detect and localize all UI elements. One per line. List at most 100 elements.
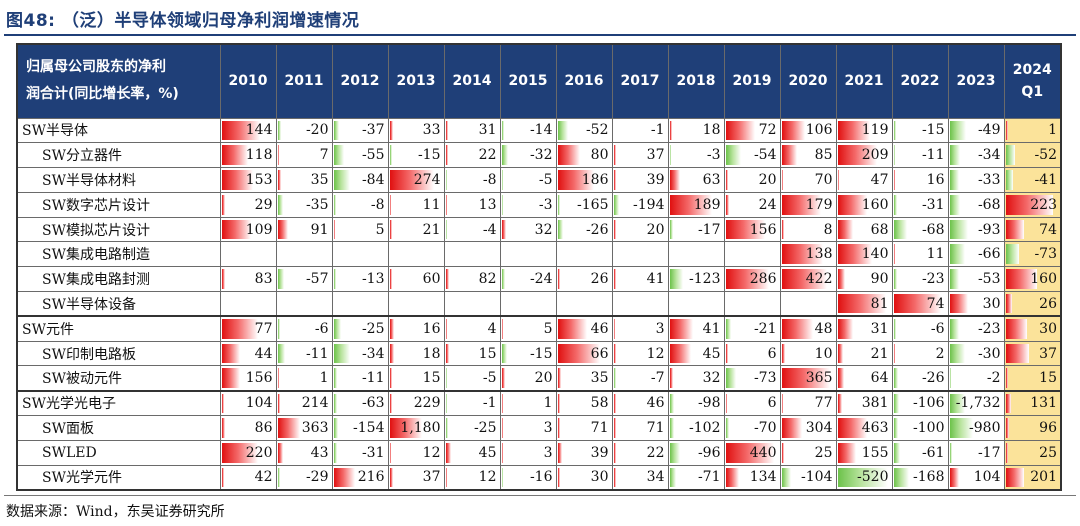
value-cell: 16 [891,167,949,193]
cell-value: 60 [422,271,441,288]
cell-value: 32 [534,221,553,238]
positive-data-bar [389,269,393,290]
value-cell: 15 [443,340,501,367]
value-cell: 26 [1003,291,1062,317]
value-cell [275,291,333,317]
row-label: SW光学光电子 [16,389,221,417]
value-cell: 33 [387,117,445,144]
positive-data-bar [277,418,300,438]
table-body: SW半导体 144 -20 -37 33 31 -14 -52 -1 18 72 106 119 -15-… [16,117,1062,491]
value-cell: -11 [275,340,333,367]
cell-value: -2 [986,370,1001,387]
positive-data-bar [613,393,616,414]
cell-value: 4 [487,321,497,338]
positive-data-bar [725,219,766,240]
value-cell: 21 [835,340,893,367]
value-cell [443,291,501,317]
value-cell: 422 [779,266,837,293]
negative-data-bar [557,194,561,215]
negative-data-bar [949,194,961,215]
cell-value: 35 [310,171,329,188]
negative-data-bar [277,343,286,364]
table-row: SW光学光电子 104 214 -63 229 -1 1 58 46 -98 6 77 381 -106-… [16,389,1062,417]
positive-data-bar [781,368,831,388]
value-cell: 48 [779,315,837,342]
value-cell: 179 [779,191,837,218]
value-cell: 30 [1003,315,1062,342]
value-cell [219,291,277,317]
cell-value: 3 [655,321,665,338]
cell-value: 12 [646,345,665,362]
cell-value: -24 [529,271,553,288]
cell-value: -32 [529,147,553,164]
negative-data-bar [1005,170,1014,190]
year-header: 2015 [499,43,557,119]
cell-value: 1,180 [400,419,441,436]
value-cell [387,241,445,268]
cell-value: 10 [814,345,833,362]
value-cell: 32 [667,365,725,392]
positive-data-bar [445,194,448,215]
value-cell: 209 [835,142,893,169]
cell-value: 118 [245,147,273,164]
cell-value: 22 [646,444,665,461]
value-cell: 71 [555,415,613,441]
cell-value: -8 [370,196,385,213]
value-cell: 46 [555,315,613,342]
cell-value: -11 [361,370,385,387]
value-cell: -73 [1003,241,1062,268]
cell-value: -68 [921,221,945,238]
value-cell: 30 [555,464,613,491]
value-cell: 11 [387,191,445,218]
value-cell: -26 [891,365,949,392]
value-cell: 109 [219,216,277,243]
value-cell: -20 [275,117,333,144]
positive-data-bar [1005,120,1008,141]
positive-data-bar [1005,219,1025,240]
positive-data-bar [893,343,896,364]
value-cell [611,241,669,268]
value-cell: 35 [555,365,613,392]
value-cell: -32 [499,142,557,169]
value-cell: -52 [1003,142,1062,169]
cell-value: -23 [977,321,1001,338]
cell-value: 96 [1039,419,1057,436]
value-cell: 440 [723,439,781,466]
cell-value: -93 [977,221,1001,238]
negative-data-bar [669,467,676,487]
cell-value: 71 [590,419,609,436]
value-cell: -25 [331,315,389,342]
cell-value: 48 [814,321,833,338]
value-cell: 5 [499,315,557,342]
cell-value: 20 [534,370,553,387]
positive-data-bar [613,418,616,438]
cell-value: -16 [529,469,553,486]
source-rule [4,495,1076,496]
cell-value: -52 [585,122,609,139]
value-cell: 223 [1003,191,1062,218]
positive-data-bar [221,145,248,166]
year-header: 2022 [891,43,949,119]
positive-data-bar [557,368,561,388]
cell-value: 109 [245,221,273,238]
year-header: 2024Q1 [1003,43,1062,119]
value-cell: 229 [387,389,445,417]
cell-value: 66 [590,345,609,362]
negative-data-bar [949,393,966,414]
cell-value: 39 [590,444,609,461]
cell-value: 422 [805,271,833,288]
value-cell: -104 [779,464,837,491]
cell-value: 440 [749,444,777,461]
cell-value: 77 [254,321,273,338]
value-cell: -55 [331,142,389,169]
value-cell: 29 [219,191,277,218]
cell-value: 81 [870,295,889,312]
negative-data-bar [445,219,447,240]
cell-value: -34 [361,345,385,362]
cell-value: -61 [921,444,945,461]
negative-data-bar [501,467,504,487]
year-header: 2019 [723,43,781,119]
cell-value: 30 [590,469,609,486]
positive-data-bar [221,343,240,364]
positive-data-bar [501,368,505,388]
